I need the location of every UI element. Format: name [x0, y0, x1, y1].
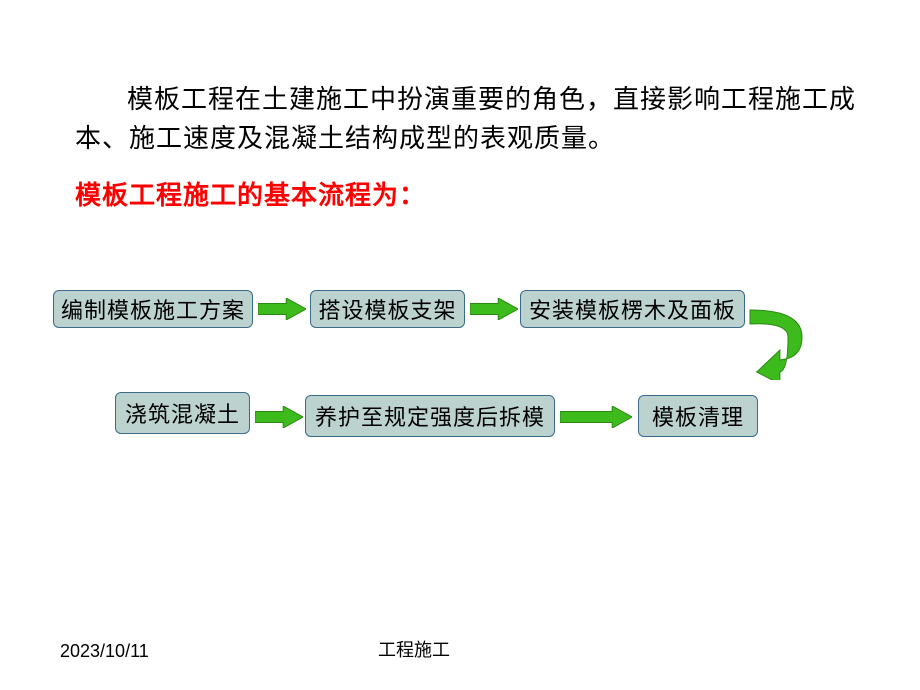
flow-node-n3: 安装模板楞木及面板	[520, 290, 745, 328]
flow-node-n1: 编制模板施工方案	[53, 290, 253, 328]
flow-node-n4: 浇筑混凝土	[115, 392, 250, 434]
arrow-right-icon	[470, 298, 518, 320]
flow-node-n6: 模板清理	[638, 395, 758, 437]
arrow-curve-down-icon	[748, 302, 806, 380]
footer-date: 2023/10/11	[60, 641, 149, 662]
arrow-right-icon	[258, 298, 306, 320]
slide-page: 模板工程在土建施工中扮演重要的角色，直接影响工程施工成本、施工速度及混凝土结构成…	[0, 0, 920, 690]
flow-node-n2: 搭设模板支架	[310, 290, 465, 328]
arrow-right-icon	[255, 406, 303, 428]
flow-node-n5: 养护至规定强度后拆模	[305, 395, 555, 437]
footer-title: 工程施工	[378, 636, 450, 662]
arrow-right-icon	[560, 406, 632, 428]
flowchart-container: 编制模板施工方案搭设模板支架安装模板楞木及面板浇筑混凝土养护至规定强度后拆模模板…	[0, 0, 920, 690]
